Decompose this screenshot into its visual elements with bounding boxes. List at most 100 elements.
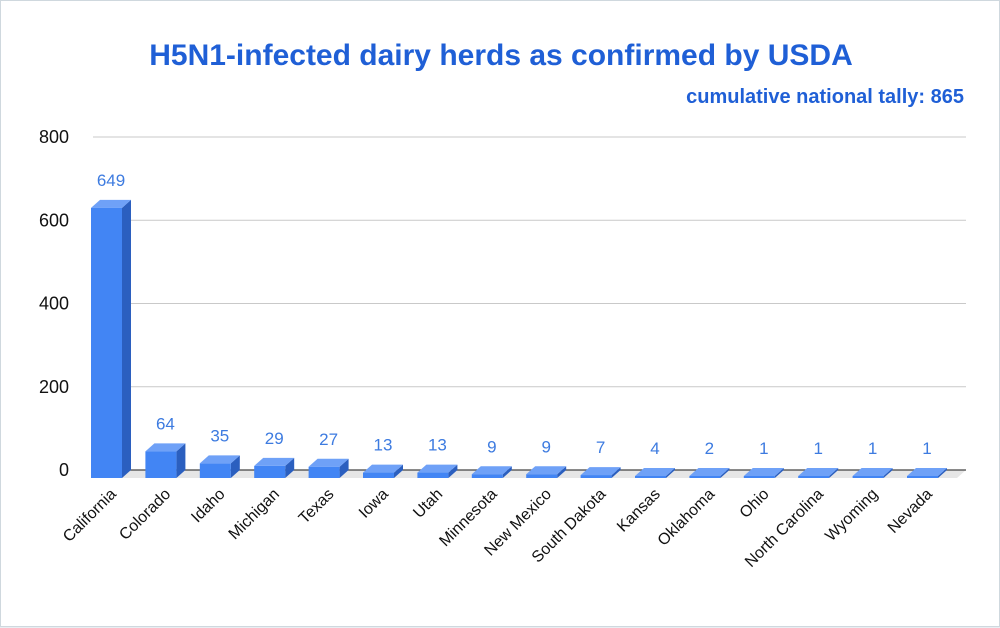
bar-side <box>339 458 349 478</box>
bar-front <box>852 476 884 478</box>
bar-top <box>635 468 675 476</box>
x-tick-label-ohio: Ohio <box>737 486 773 522</box>
bar-front <box>363 472 394 478</box>
bar-idaho <box>199 455 240 478</box>
bar-new-mexico <box>526 466 567 478</box>
data-label-wyoming: 1 <box>868 439 877 458</box>
x-tick-label-kansas: Kansas <box>614 486 664 536</box>
bar-front <box>199 463 231 478</box>
x-tick-label-colorado: Colorado <box>116 486 174 544</box>
bars <box>91 199 947 478</box>
data-label-nevada: 1 <box>922 439 931 458</box>
data-label-oklahoma: 2 <box>705 439 714 458</box>
bar-utah <box>417 464 458 478</box>
bar-front <box>254 465 286 478</box>
bar-front <box>145 451 177 478</box>
bar-front <box>798 476 830 478</box>
chart-title: H5N1-infected dairy herds as confirmed b… <box>149 39 853 72</box>
x-tick-label-nevada: Nevada <box>885 486 936 537</box>
bar-top <box>689 468 730 476</box>
bar-front <box>417 472 449 478</box>
bar-north-carolina <box>798 468 839 478</box>
x-tick-label-texas: Texas <box>296 486 338 528</box>
bar-top <box>363 464 403 473</box>
bar-side <box>557 466 567 478</box>
x-tick-label-idaho: Idaho <box>188 486 228 526</box>
bar-kansas <box>635 468 675 478</box>
bar-side <box>774 468 784 478</box>
bar-top <box>852 468 893 476</box>
bar-front <box>91 207 122 478</box>
x-tick-label-oklahoma: Oklahoma <box>655 486 719 550</box>
bar-front <box>580 475 612 478</box>
bar-front <box>526 474 558 478</box>
data-label-kansas: 4 <box>650 439 659 458</box>
bar-side <box>502 466 512 478</box>
bar-front <box>743 476 775 478</box>
bar-top <box>254 457 295 466</box>
x-tick-label-michigan: Michigan <box>226 486 283 543</box>
chart-subtitle: cumulative national tally: 865 <box>686 86 964 108</box>
bar-top <box>199 455 240 464</box>
data-label-california: 649 <box>97 171 125 190</box>
bar-side <box>230 455 240 478</box>
bar-top <box>308 458 349 467</box>
bar-front <box>471 474 503 478</box>
bar-ohio <box>743 468 784 478</box>
data-label-idaho: 35 <box>210 426 229 445</box>
bar-side <box>122 199 131 478</box>
x-tick-label-utah: Utah <box>410 486 446 522</box>
x-tick-label-california: California <box>60 486 120 546</box>
data-label-north-carolina: 1 <box>813 439 822 458</box>
bar-top <box>471 466 512 475</box>
bar-side <box>829 468 839 478</box>
bar-oklahoma <box>689 468 730 478</box>
bar-side <box>176 443 186 478</box>
bar-side <box>394 464 403 478</box>
gridlines <box>93 136 966 388</box>
y-tick-label: 800 <box>39 127 69 147</box>
bar-side <box>666 468 675 478</box>
bar-side <box>611 467 621 478</box>
bar-michigan <box>254 457 295 478</box>
bar-iowa <box>363 464 403 478</box>
bar-california <box>91 199 131 478</box>
y-tick-label: 200 <box>39 377 69 397</box>
bar-front <box>635 476 666 478</box>
bar-side <box>720 468 730 478</box>
bar-side <box>938 468 947 478</box>
bar-top <box>145 443 186 452</box>
bar-front <box>907 476 938 478</box>
bar-minnesota <box>471 466 512 478</box>
data-label-south-dakota: 7 <box>596 438 605 457</box>
bar-side <box>285 457 295 478</box>
data-label-new-mexico: 9 <box>541 437 550 456</box>
data-label-ohio: 1 <box>759 439 768 458</box>
y-tick-label: 0 <box>59 460 69 480</box>
bar-top <box>417 464 458 473</box>
bar-side <box>883 468 893 478</box>
data-labels: 649 64 35 29 27 13 13 9 9 7 4 2 1 1 1 1 <box>97 171 932 458</box>
bar-top <box>798 468 839 476</box>
data-label-minnesota: 9 <box>487 437 496 456</box>
x-tick-label-iowa: Iowa <box>356 486 392 522</box>
bar-colorado <box>145 443 186 478</box>
data-label-utah: 13 <box>428 436 447 455</box>
bar-south-dakota <box>580 467 621 478</box>
bar-top <box>580 467 621 476</box>
bar-texas <box>308 458 349 478</box>
data-label-iowa: 13 <box>374 436 393 455</box>
bar-front <box>308 466 340 478</box>
bar-side <box>448 464 458 478</box>
bar-top <box>526 466 567 475</box>
bar-top <box>743 468 784 476</box>
x-tick-label-wyoming: Wyoming <box>822 486 881 545</box>
y-axis-ticks: 0 200 400 600 800 <box>39 127 69 480</box>
bar-top <box>91 199 131 208</box>
data-label-michigan: 29 <box>265 429 284 448</box>
y-tick-label: 400 <box>39 294 69 314</box>
bar-wyoming <box>852 468 893 478</box>
